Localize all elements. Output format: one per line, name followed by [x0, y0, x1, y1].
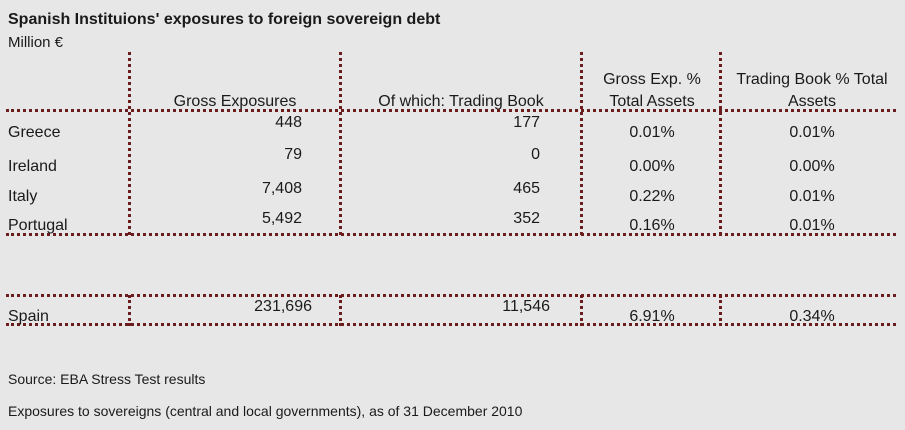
- header-trading-pct: Trading Book % Total Assets: [722, 71, 902, 111]
- total-gross: 231,696: [254, 298, 312, 315]
- row-trading-pct: 0.01%: [789, 124, 835, 141]
- column-divider: [339, 295, 342, 326]
- page-title: Spanish Instituions' exposures to foreig…: [8, 11, 441, 28]
- column-divider: [719, 295, 722, 326]
- total-bottom-rule: [6, 323, 896, 326]
- row-country: Italy: [8, 188, 38, 205]
- row-trading: 177: [513, 114, 540, 131]
- row-country: Greece: [8, 124, 61, 141]
- total-gross-pct: 6.91%: [629, 308, 675, 325]
- column-divider: [580, 295, 583, 326]
- column-divider: [128, 295, 131, 326]
- column-divider: [580, 52, 583, 235]
- row-country: Portugal: [8, 217, 68, 234]
- column-divider: [339, 52, 342, 235]
- column-divider: [128, 52, 131, 235]
- row-country: Ireland: [8, 158, 57, 175]
- header-gross-pct-line1: Gross Exp. %: [603, 71, 701, 88]
- row-gross-pct: 0.22%: [629, 188, 675, 205]
- header-gross-pct-line2: Total Assets: [609, 93, 695, 110]
- total-trading: 11,546: [502, 298, 550, 315]
- row-gross-pct: 0.01%: [629, 124, 675, 141]
- row-gross: 7,408: [261, 180, 302, 197]
- header-gross-pct: Gross Exp. % Total Assets: [583, 71, 721, 111]
- header-trading-book: Of which: Trading Book: [378, 93, 544, 110]
- row-gross-pct: 0.00%: [629, 158, 675, 175]
- scope-note: Exposures to sovereigns (central and loc…: [8, 403, 523, 419]
- header-trading-pct-line2: Assets: [787, 93, 836, 110]
- total-top-rule: [6, 294, 896, 297]
- source-note: Source: EBA Stress Test results: [8, 371, 206, 387]
- total-trading-pct: 0.34%: [789, 308, 835, 325]
- row-trading-pct: 0.00%: [789, 158, 835, 175]
- row-trading-pct: 0.01%: [789, 217, 835, 234]
- row-trading: 0: [531, 146, 540, 163]
- row-trading: 465: [513, 180, 540, 197]
- header-gross-exposures: Gross Exposures: [173, 93, 297, 110]
- row-gross-pct: 0.16%: [629, 217, 675, 234]
- row-gross: 79: [284, 146, 302, 163]
- unit-label: Million €: [8, 34, 64, 51]
- table-bottom-rule: [6, 233, 896, 236]
- row-trading: 352: [513, 210, 540, 227]
- row-trading-pct: 0.01%: [789, 188, 835, 205]
- row-gross: 5,492: [261, 210, 302, 227]
- header-rule: [6, 109, 896, 112]
- row-gross: 448: [275, 114, 302, 131]
- header-trading-pct-line1: Trading Book % Total: [736, 71, 888, 88]
- column-divider: [719, 52, 722, 235]
- total-country: Spain: [8, 308, 49, 325]
